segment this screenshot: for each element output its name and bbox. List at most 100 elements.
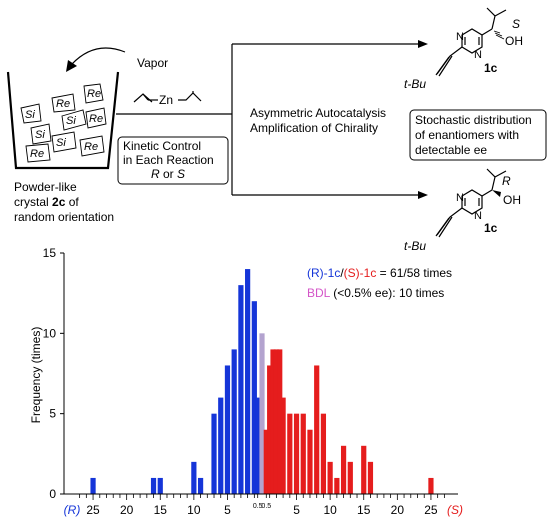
stochastic-line1: Stochastic distribution — [415, 113, 532, 127]
crystal-fragment — [79, 135, 105, 157]
crystal-fragment-label: Si — [56, 137, 66, 149]
bdl-annotation: BDL (<0.5% ee): 10 times — [307, 286, 444, 300]
crystal-fragment — [83, 83, 104, 104]
bottom-config-label: R — [502, 174, 511, 188]
crystal-fragment-label: Si — [66, 115, 76, 127]
bar-r — [211, 413, 217, 494]
top-n2-label: N — [474, 49, 482, 61]
y-axis-label: Frequency (times) — [29, 327, 43, 424]
bar-r — [197, 477, 204, 494]
bar-r — [218, 397, 224, 494]
crystal-fragment-label: Re — [89, 113, 103, 125]
bar-bdl — [259, 333, 265, 494]
bar-r — [90, 477, 96, 494]
bar-s — [367, 461, 374, 494]
kinetic-line2: in Each Reaction — [123, 153, 214, 167]
crystal-fragment — [20, 103, 42, 124]
x-tick-label-s: 25 — [424, 503, 438, 517]
bar-r — [245, 269, 251, 494]
x-end-label-s: (S) — [447, 503, 463, 517]
y-tick-label: 10 — [43, 326, 57, 340]
bar-s — [300, 413, 306, 494]
bottom-compound-label: 1c — [484, 221, 498, 235]
crystal-fragment — [25, 143, 51, 163]
x-tick-label-r: 20 — [120, 503, 134, 517]
bar-r — [157, 477, 163, 494]
crystal-fragment — [51, 93, 76, 113]
bar-r — [224, 365, 231, 494]
bar-s — [277, 349, 283, 494]
arrowhead-top — [418, 40, 428, 48]
top-compound-label: 1c — [484, 61, 498, 75]
zinc-label: Zn — [159, 93, 173, 107]
crystal-container — [6, 71, 120, 170]
crystal-fragment — [51, 131, 77, 153]
diisopropylzinc-structure — [133, 91, 202, 103]
bar-r — [255, 397, 261, 494]
x-tick-label-r: 25 — [86, 503, 100, 517]
kinetic-line1: Kinetic Control — [123, 139, 201, 153]
bar-r — [238, 285, 244, 494]
arrowhead-bottom — [418, 191, 428, 199]
x-tick-label-s: 5 — [293, 503, 300, 517]
bar-s — [428, 477, 434, 494]
x-axis: 25 20 15 10 5 0.50.5 5 10 15 20 25 (R) (S) — [64, 493, 463, 517]
crystal-fragment — [61, 109, 87, 131]
crystal-fragment — [30, 123, 52, 145]
top-oh-label: OH — [505, 34, 523, 48]
vapor-arrow — [71, 47, 126, 65]
bar-s — [280, 397, 286, 494]
top-n1-label: N — [456, 31, 464, 43]
x-tick-label-r: 0.5 — [253, 503, 263, 510]
bar-r — [150, 477, 157, 494]
y-tick-label: 15 — [43, 246, 57, 260]
bar-group — [90, 269, 434, 494]
crystal-fragment-label: Si — [35, 129, 45, 141]
bar-s — [267, 365, 273, 494]
y-tick-label: 5 — [49, 407, 56, 421]
product-top-structure: N N OH S t-Bu 1c — [404, 7, 523, 91]
stochastic-line2: of enantiomers with — [415, 128, 519, 142]
crystal-fragment-label: Re — [30, 148, 44, 160]
x-tick-label-r: 15 — [154, 503, 168, 517]
vapor-label: Vapor — [137, 56, 168, 70]
kinetic-line3: R or S — [151, 167, 185, 181]
bdl-label: BDL — [307, 286, 331, 300]
crystal-fragments: Si Re Re Si Si Re Si Re Re — [20, 83, 107, 163]
top-tbu-label: t-Bu — [404, 77, 426, 91]
crystal-fragment-label: Si — [25, 109, 35, 121]
crystal-caption-line2: crystal 2c of — [14, 195, 79, 209]
bottom-tbu-label: t-Bu — [404, 239, 426, 253]
top-config-label: S — [512, 17, 520, 31]
result-annotation: (R)-1c/(S)-1c = 61/58 times — [307, 266, 452, 280]
s-series-label: (S)-1c — [344, 266, 377, 280]
y-axis: 0 5 10 15 — [43, 246, 65, 501]
stochastic-line3: detectable ee — [415, 143, 487, 157]
bar-s — [270, 349, 276, 494]
bar-s — [320, 413, 327, 494]
crystal-fragment-label: Re — [84, 141, 98, 153]
bar-s — [327, 461, 333, 494]
bar-s — [293, 413, 300, 494]
histogram-chart: Frequency (times) 0 5 10 15 25 20 15 10 5 0.50.5… — [29, 246, 463, 517]
y-tick-label: 0 — [49, 487, 56, 501]
reaction-arrows — [116, 43, 420, 196]
autocatalysis-line2: Amplification of Chirality — [250, 121, 378, 135]
autocatalysis-line1: Asymmetric Autocatalysis — [250, 106, 386, 120]
bar-r — [231, 349, 237, 494]
crystal-caption-line3: random orientation — [14, 210, 114, 224]
x-tick-label-s: 15 — [357, 503, 371, 517]
x-tick-label-r: 10 — [187, 503, 201, 517]
crystal-fragment-label: Re — [87, 88, 101, 100]
bar-s — [340, 445, 347, 494]
crystal-fragment-label: Re — [56, 98, 70, 110]
x-tick-label-s: 10 — [323, 503, 337, 517]
bottom-n2-label: N — [474, 210, 482, 222]
bottom-n1-label: N — [456, 192, 464, 204]
x-tick-label-r: 5 — [224, 503, 231, 517]
x-tick-label-s: 20 — [391, 503, 405, 517]
reaction-scheme: Si Re Re Si Si Re Si Re Re Powder-like c… — [6, 7, 547, 253]
crystal-caption-line1: Powder-like — [14, 180, 77, 194]
x-end-label-r: (R) — [64, 503, 81, 517]
